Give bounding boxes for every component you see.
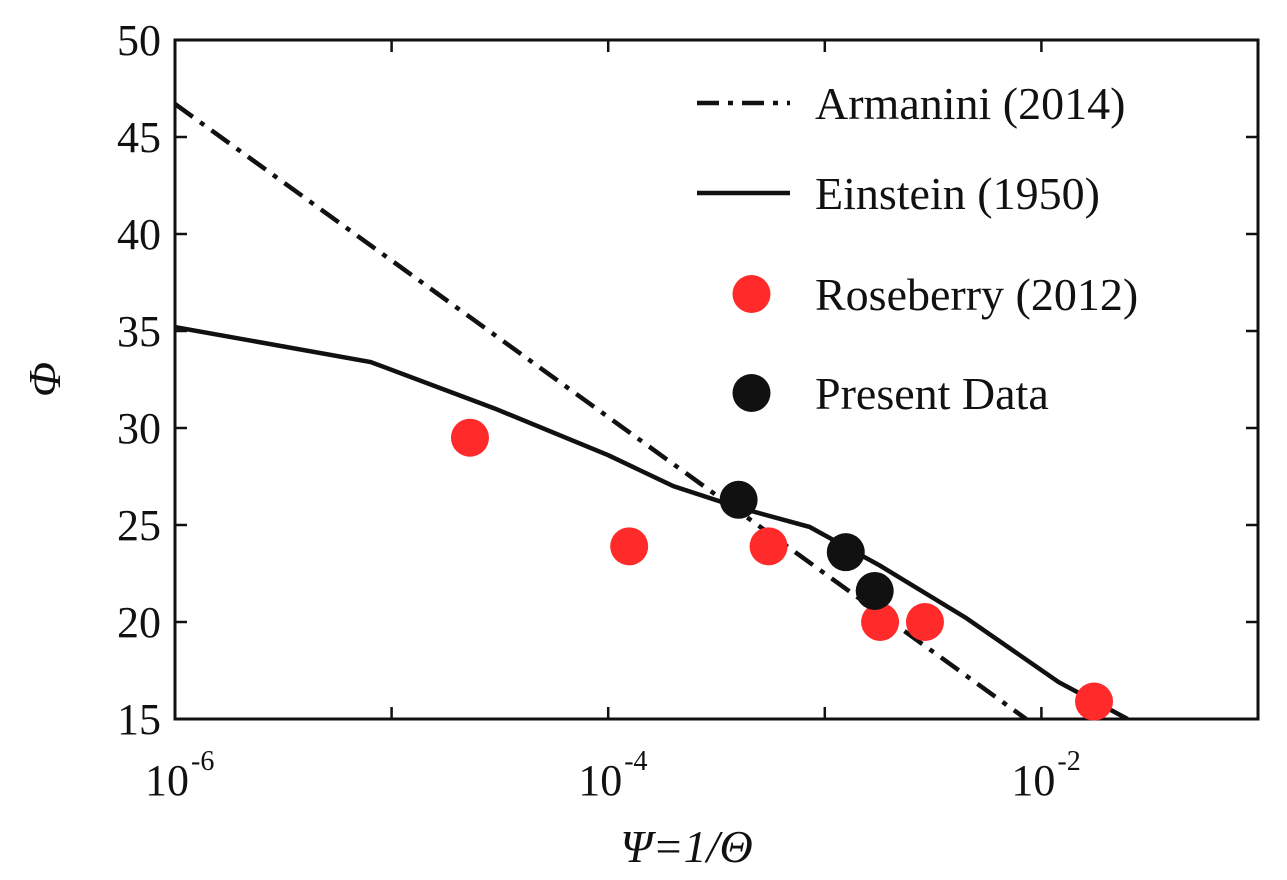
- y-tick-label: 15: [117, 695, 161, 744]
- data-point-series-2: [1075, 682, 1114, 721]
- data-point-series-3: [719, 480, 758, 519]
- y-tick-label: 25: [117, 501, 161, 550]
- legend-label-0: Armanini (2014): [815, 78, 1125, 129]
- legend-label-2: Roseberry (2012): [815, 269, 1138, 320]
- x-tick-label-exponent: -6: [191, 746, 214, 777]
- y-tick-label: 40: [117, 210, 161, 259]
- legend-marker-2: [732, 275, 771, 313]
- x-tick-label-exponent: -4: [624, 746, 647, 777]
- y-tick-label: 35: [117, 307, 161, 356]
- x-tick-label: 10: [145, 756, 189, 805]
- data-point-series-2: [749, 527, 788, 566]
- x-tick-label-exponent: -2: [1057, 746, 1080, 777]
- legend-marker-3: [732, 374, 771, 412]
- data-point-series-3: [855, 571, 894, 610]
- data-point-series-2: [861, 603, 900, 641]
- legend-label-1: Einstein (1950): [815, 168, 1100, 219]
- x-tick-label: 10: [578, 756, 622, 805]
- x-tick-label: 10: [1011, 756, 1055, 805]
- data-point-series-2: [905, 603, 944, 641]
- y-tick-label: 30: [117, 404, 161, 453]
- plot-frame: [173, 38, 1260, 721]
- y-tick-label: 20: [117, 598, 161, 647]
- y-tick-label: 50: [117, 16, 161, 65]
- y-axis-label: Φ: [19, 362, 70, 397]
- x-axis-label: Ψ=1/Θ: [620, 821, 752, 872]
- legend-label-3: Present Data: [815, 368, 1049, 419]
- data-point-series-2: [610, 527, 649, 566]
- y-tick-label: 45: [117, 113, 161, 162]
- data-point-series-3: [826, 533, 865, 572]
- data-point-series-2: [450, 418, 489, 457]
